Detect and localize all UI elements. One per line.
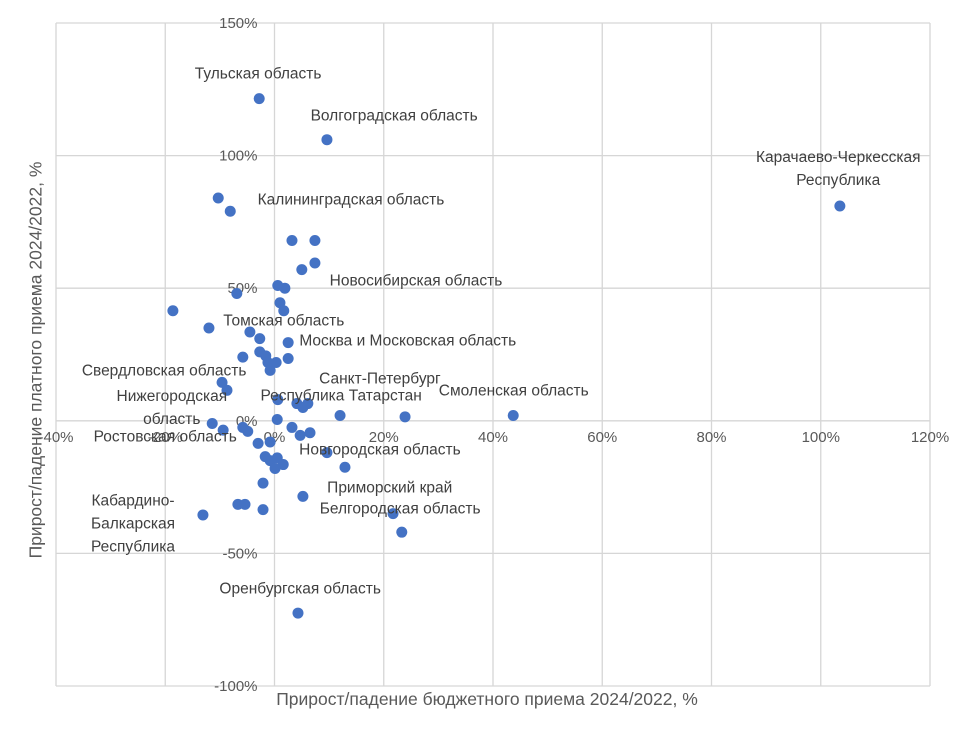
x-tick-label: 100%: [802, 429, 840, 446]
data-point: [279, 282, 291, 294]
region-label: Санкт-Петербург: [319, 371, 441, 388]
y-tick-label: 150%: [219, 15, 257, 32]
data-point: [507, 409, 519, 421]
data-point: [309, 234, 321, 246]
data-point: [242, 425, 254, 437]
data-point: [297, 490, 309, 502]
data-point: [224, 205, 236, 217]
data-point: [216, 376, 228, 388]
region-label: Кабардино-: [91, 492, 174, 509]
data-point: [217, 424, 229, 436]
x-tick-label: -40%: [38, 429, 73, 446]
data-point: [321, 447, 333, 459]
y-tick-label: -100%: [214, 678, 257, 695]
region-label: Новгородская область: [299, 441, 461, 458]
data-point: [309, 257, 321, 269]
region-label: Тульская область: [195, 66, 322, 83]
region-label: Калининградская область: [258, 192, 445, 209]
x-tick-label: 60%: [587, 429, 617, 446]
region-label: Новосибирская область: [330, 272, 503, 289]
data-point: [231, 288, 243, 300]
data-point: [269, 463, 281, 475]
data-point: [271, 413, 283, 425]
region-label: Республика Татарстан: [260, 388, 421, 405]
y-tick-label: -50%: [222, 545, 257, 562]
data-point: [212, 192, 224, 204]
data-point: [253, 93, 265, 105]
data-point: [396, 526, 408, 538]
x-tick-label: 40%: [478, 429, 508, 446]
data-point: [221, 384, 233, 396]
region-label: Нижегородская: [117, 388, 228, 405]
x-axis-title: Прирост/падение бюджетного приема 2024/2…: [276, 689, 698, 709]
data-point: [296, 264, 308, 276]
data-point: [272, 394, 284, 406]
data-point: [254, 333, 266, 345]
data-point: [167, 305, 179, 317]
y-axis-title: Прирост/падение платного приема 2024/202…: [25, 161, 46, 559]
data-point: [206, 417, 218, 429]
data-point: [321, 134, 333, 146]
x-tick-label: -20%: [148, 429, 183, 446]
data-point: [399, 411, 411, 423]
data-point: [252, 437, 264, 449]
data-point: [282, 352, 294, 364]
region-label: Москва и Московская область: [299, 332, 516, 349]
x-tick-label: 120%: [911, 429, 949, 446]
data-point: [286, 234, 298, 246]
region-label: Балкарская: [91, 515, 175, 532]
data-point: [257, 477, 269, 489]
region-label: Карачаево-Черкесская: [756, 149, 921, 166]
data-point: [334, 409, 346, 421]
region-label: Республика: [91, 538, 175, 555]
data-point: [264, 364, 276, 376]
data-point: [237, 351, 249, 363]
region-label: Свердловская область: [82, 362, 247, 379]
region-label: Смоленская область: [439, 383, 589, 400]
data-point: [294, 429, 306, 441]
y-tick-label: 100%: [219, 148, 257, 165]
data-point: [257, 504, 269, 516]
data-point: [304, 427, 316, 439]
data-point: [387, 508, 399, 520]
data-point: [244, 326, 256, 338]
data-point: [302, 398, 314, 410]
region-label: Оренбургская область: [219, 580, 381, 597]
region-label: область: [143, 411, 200, 428]
data-point: [339, 461, 351, 473]
data-point: [203, 322, 215, 334]
region-label: Республика: [796, 172, 880, 189]
data-point: [834, 200, 846, 212]
data-point: [264, 436, 276, 448]
data-point: [270, 356, 282, 368]
data-point: [197, 509, 209, 521]
x-tick-label: 20%: [369, 429, 399, 446]
x-tick-label: 80%: [696, 429, 726, 446]
region-label: Волгоградская область: [311, 108, 478, 125]
region-label: Белгородская область: [320, 501, 481, 518]
region-label: Томская область: [223, 313, 344, 330]
data-point: [277, 459, 289, 471]
data-point: [278, 305, 290, 317]
data-point: [239, 498, 251, 510]
data-point: [292, 607, 304, 619]
region-label: Ростовская область: [94, 428, 237, 445]
region-label: Приморский край: [327, 480, 452, 497]
data-point: [282, 337, 294, 349]
data-point: [286, 421, 298, 433]
